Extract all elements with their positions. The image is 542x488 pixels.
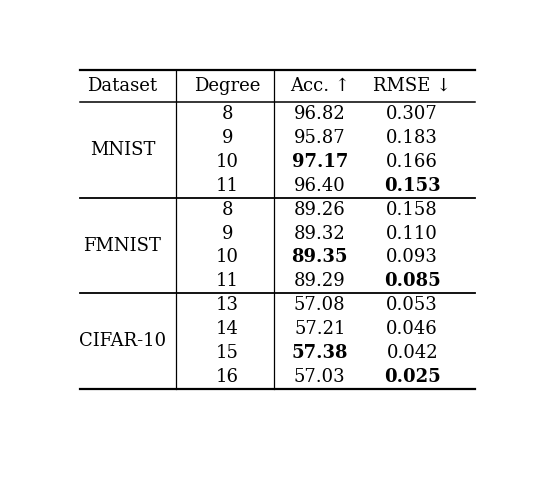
Text: 57.21: 57.21 — [294, 320, 346, 338]
Text: 97.17: 97.17 — [292, 153, 348, 171]
Text: RMSE ↓: RMSE ↓ — [373, 77, 451, 95]
Text: 14: 14 — [216, 320, 239, 338]
Text: Acc. ↑: Acc. ↑ — [290, 77, 350, 95]
Text: 9: 9 — [222, 129, 233, 147]
Text: 96.82: 96.82 — [294, 105, 346, 123]
Text: Dataset: Dataset — [87, 77, 157, 95]
Text: 0.166: 0.166 — [386, 153, 438, 171]
Text: 11: 11 — [216, 177, 239, 195]
Text: 11: 11 — [216, 272, 239, 290]
Text: 10: 10 — [216, 153, 239, 171]
Text: 89.29: 89.29 — [294, 272, 346, 290]
Text: 89.32: 89.32 — [294, 224, 346, 243]
Text: 0.042: 0.042 — [386, 345, 438, 362]
Text: 0.153: 0.153 — [384, 177, 441, 195]
Text: 57.08: 57.08 — [294, 296, 346, 314]
Text: 0.053: 0.053 — [386, 296, 438, 314]
Text: Degree: Degree — [194, 77, 261, 95]
Text: 95.87: 95.87 — [294, 129, 346, 147]
Text: 0.158: 0.158 — [386, 201, 438, 219]
Text: CIFAR-10: CIFAR-10 — [79, 332, 166, 350]
Text: 57.38: 57.38 — [292, 345, 348, 362]
Text: 89.35: 89.35 — [292, 248, 348, 266]
Text: 0.085: 0.085 — [384, 272, 441, 290]
Text: 0.183: 0.183 — [386, 129, 438, 147]
Text: 57.03: 57.03 — [294, 368, 346, 386]
Text: 0.307: 0.307 — [386, 105, 438, 123]
Text: 10: 10 — [216, 248, 239, 266]
Text: FMNIST: FMNIST — [83, 237, 162, 255]
Text: 8: 8 — [222, 105, 233, 123]
Text: 15: 15 — [216, 345, 239, 362]
Text: 0.093: 0.093 — [386, 248, 438, 266]
Text: 9: 9 — [222, 224, 233, 243]
Text: 0.025: 0.025 — [384, 368, 441, 386]
Text: MNIST: MNIST — [89, 141, 155, 159]
Text: 96.40: 96.40 — [294, 177, 346, 195]
Text: 16: 16 — [216, 368, 239, 386]
Text: 0.046: 0.046 — [386, 320, 438, 338]
Text: 8: 8 — [222, 201, 233, 219]
Text: 89.26: 89.26 — [294, 201, 346, 219]
Text: 0.110: 0.110 — [386, 224, 438, 243]
Text: 13: 13 — [216, 296, 239, 314]
